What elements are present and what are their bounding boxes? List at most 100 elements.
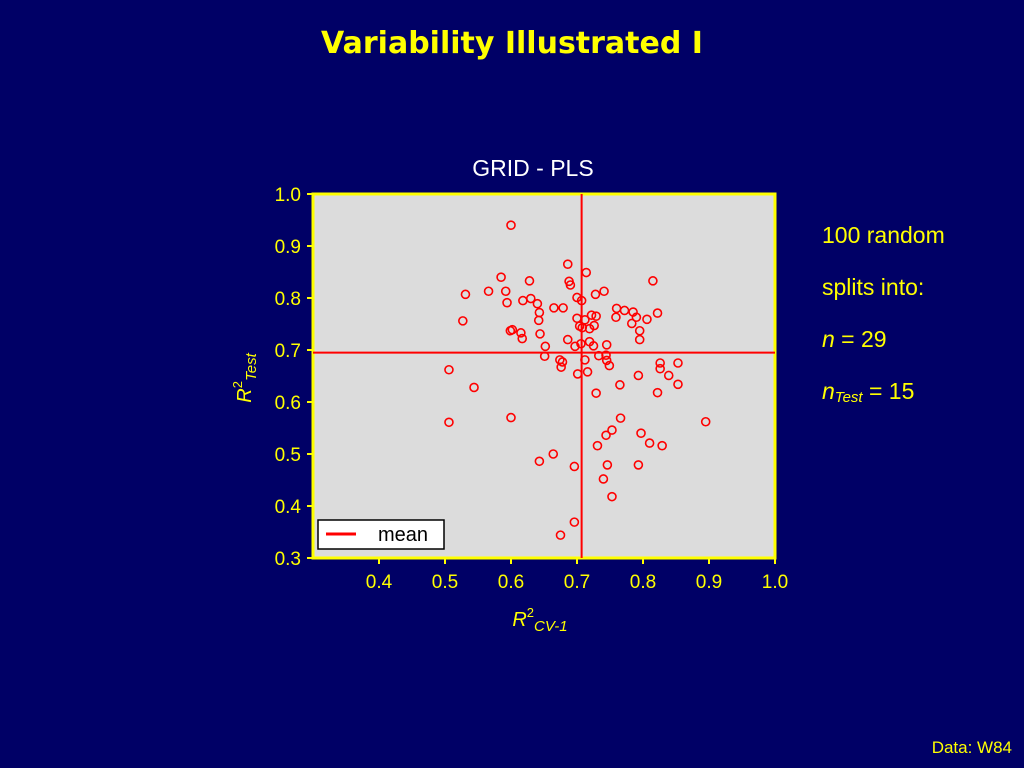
data-point <box>500 286 511 297</box>
data-point <box>584 323 595 334</box>
data-point <box>555 530 566 540</box>
data-point <box>652 308 663 318</box>
data-point <box>569 517 580 527</box>
data-point <box>565 280 576 290</box>
data-point <box>604 360 615 371</box>
data-point <box>502 297 512 308</box>
legend-mean-label: mean <box>378 524 428 546</box>
data-point <box>483 286 494 297</box>
data-point <box>549 303 559 313</box>
data-point <box>562 259 573 270</box>
note-n-test: nTest = 15 <box>822 378 915 406</box>
data-point <box>460 289 471 300</box>
data-point <box>532 298 543 309</box>
data-point <box>648 276 658 286</box>
y-axis-label: R2Test <box>230 352 260 402</box>
x-tick-label: 0.5 <box>432 572 458 593</box>
x-tick-label: 1.0 <box>762 572 788 593</box>
data-point <box>539 351 550 362</box>
y-tick-label: 0.5 <box>275 445 301 466</box>
data-point <box>657 440 667 451</box>
data-point <box>525 293 536 304</box>
data-point <box>607 491 617 502</box>
data-point <box>533 315 544 326</box>
note-splits-into: splits into: <box>822 274 925 300</box>
data-point <box>576 338 586 349</box>
data-point <box>615 413 626 423</box>
data-point <box>572 369 583 379</box>
data-point <box>619 305 630 316</box>
y-axis: 0.3 0.4 0.5 0.6 0.7 0.8 0.9 1.0 <box>275 185 313 570</box>
x-tick-label: 0.6 <box>498 572 524 593</box>
data-point <box>535 329 545 339</box>
data-point <box>611 312 621 323</box>
data-point <box>655 358 665 368</box>
data-point <box>580 355 590 365</box>
data-point <box>599 286 609 297</box>
y-tick-label: 0.6 <box>275 393 301 414</box>
data-point <box>652 387 663 398</box>
data-point <box>517 333 528 344</box>
y-tick-label: 1.0 <box>275 185 301 206</box>
data-point <box>631 312 642 323</box>
data-point <box>602 460 613 470</box>
data-point <box>505 325 516 336</box>
data-point <box>496 272 506 283</box>
data-point <box>601 339 612 350</box>
data-source-footer: Data: W84 <box>931 738 1012 757</box>
x-tick-label: 0.8 <box>630 572 656 593</box>
data-point <box>590 289 601 300</box>
data-point <box>673 358 683 368</box>
data-point <box>444 364 454 375</box>
data-point <box>469 382 479 393</box>
data-point <box>591 388 601 398</box>
data-point <box>588 341 599 351</box>
data-point <box>615 380 625 390</box>
data-point <box>558 303 568 313</box>
data-point <box>582 367 593 377</box>
data-point <box>598 474 609 484</box>
x-tick-label: 0.9 <box>696 572 722 593</box>
y-tick-label: 0.3 <box>275 549 301 570</box>
data-point <box>634 334 645 345</box>
data-point <box>607 425 617 435</box>
data-point <box>506 412 516 423</box>
data-point <box>636 428 646 439</box>
data-point <box>444 417 454 428</box>
data-point <box>644 438 655 448</box>
data-point <box>586 310 597 320</box>
slide-title: Variability Illustrated I <box>321 26 703 61</box>
data-point <box>581 267 592 278</box>
note-random-splits: 100 random <box>822 222 945 248</box>
data-point <box>576 295 587 306</box>
y-tick-label: 0.7 <box>275 341 301 362</box>
data-point <box>562 334 573 345</box>
data-point <box>655 363 665 374</box>
data-point <box>557 357 568 367</box>
data-point <box>642 314 652 325</box>
data-point <box>458 316 468 326</box>
x-axis-label: R2CV-1 <box>512 605 567 635</box>
data-point <box>601 350 611 361</box>
data-point <box>534 456 545 467</box>
data-point <box>673 379 683 390</box>
data-point <box>700 416 711 427</box>
data-point <box>633 460 644 470</box>
x-tick-label: 0.7 <box>564 572 590 593</box>
data-point <box>591 311 601 322</box>
data-point <box>601 355 612 366</box>
data-point <box>592 440 603 451</box>
data-point <box>506 220 516 230</box>
data-point <box>540 341 551 352</box>
x-axis: 0.4 0.5 0.6 0.7 0.8 0.9 1.0 <box>366 558 788 593</box>
data-point <box>569 461 580 472</box>
data-point <box>524 276 535 286</box>
data-point <box>663 370 674 381</box>
legend: mean <box>317 519 445 550</box>
chart-title: GRID - PLS <box>472 155 593 181</box>
data-points <box>444 220 711 540</box>
data-point <box>634 325 645 336</box>
data-point <box>556 362 566 372</box>
y-tick-label: 0.8 <box>275 289 301 310</box>
